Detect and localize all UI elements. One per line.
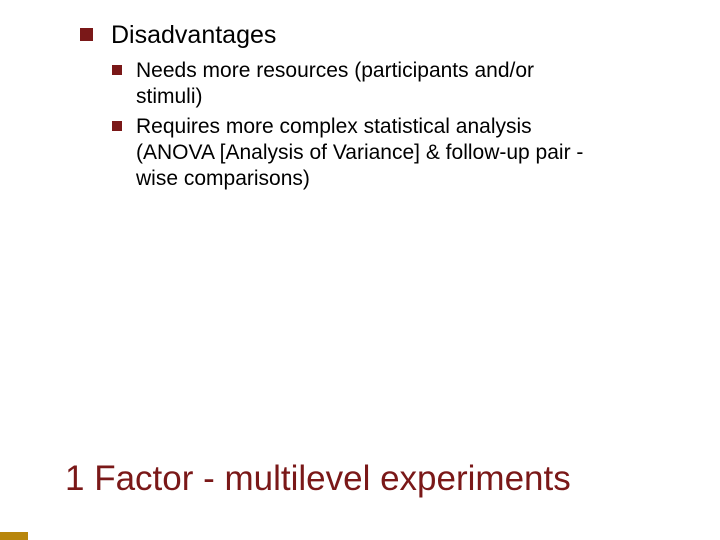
- slide-title: 1 Factor - multilevel experiments: [65, 460, 571, 499]
- square-bullet-icon: [112, 121, 122, 131]
- accent-bar: [0, 532, 28, 540]
- sub-bullet-item: Needs more resources (participants and/o…: [112, 58, 660, 111]
- bullet-text: Disadvantages: [111, 20, 276, 50]
- content-block: Disadvantages Needs more resources (part…: [80, 20, 660, 195]
- sub-bullet-text: Requires more complex statistical analys…: [136, 114, 606, 193]
- sub-bullet-text: Needs more resources (participants and/o…: [136, 58, 606, 111]
- sub-bullet-item: Requires more complex statistical analys…: [112, 114, 660, 193]
- square-bullet-icon: [112, 65, 122, 75]
- bullet-item-disadvantages: Disadvantages: [80, 20, 660, 50]
- square-bullet-icon: [80, 28, 93, 41]
- slide: Disadvantages Needs more resources (part…: [0, 0, 720, 540]
- sub-bullet-list: Needs more resources (participants and/o…: [112, 58, 660, 192]
